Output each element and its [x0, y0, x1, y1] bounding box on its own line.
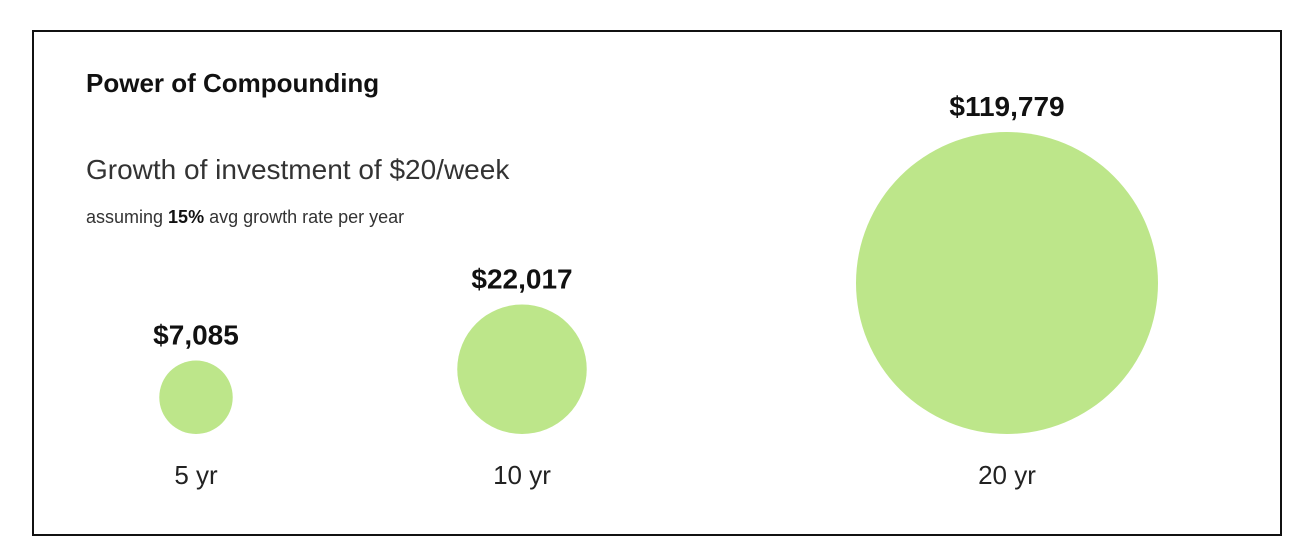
category-label-2: 20 yr: [978, 460, 1036, 490]
category-label-1: 10 yr: [493, 460, 551, 490]
chart-card: Power of Compounding Growth of investmen…: [32, 30, 1282, 536]
note-suffix: avg growth rate per year: [204, 207, 405, 227]
chart-subtitle: Growth of investment of $20/week: [86, 154, 510, 185]
note-prefix: assuming: [86, 207, 169, 227]
bubble-2: [856, 132, 1158, 434]
note-rate: 15%: [168, 207, 205, 227]
value-label-1: $22,017: [471, 264, 572, 295]
bubble-chart: $7,085 5 yr $22,017 10 yr $119,779 20 yr: [153, 91, 1158, 490]
value-label-2: $119,779: [949, 91, 1064, 122]
value-label-0: $7,085: [153, 320, 239, 351]
category-label-0: 5 yr: [174, 460, 218, 490]
chart-title: Power of Compounding: [86, 68, 380, 98]
bubble-0: [159, 360, 233, 434]
bubble-1: [457, 304, 587, 434]
growth-rate-note: assuming 15% avg growth rate per year: [86, 207, 404, 228]
